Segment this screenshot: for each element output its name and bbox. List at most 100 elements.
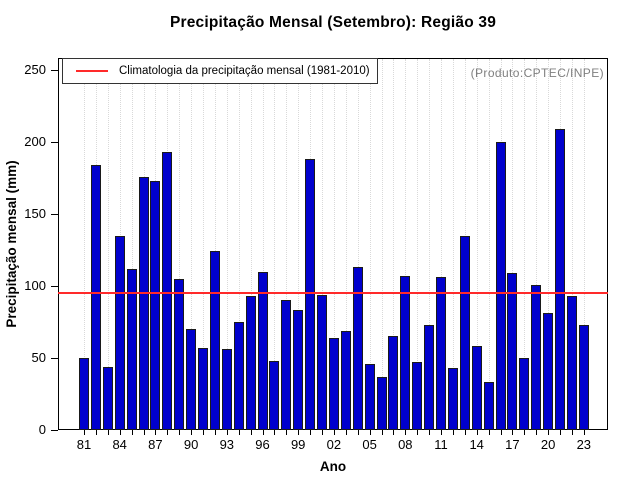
x-tick-2020 — [548, 430, 550, 435]
bar-2014 — [471, 346, 482, 430]
x-tick-2002 — [333, 430, 335, 435]
bar-2003 — [340, 330, 351, 430]
x-tick-1991 — [203, 430, 204, 435]
gridline-1991 — [203, 59, 204, 429]
bar-1987 — [150, 180, 161, 430]
x-tick-1982 — [95, 430, 97, 435]
y-tick-100 — [51, 286, 58, 287]
gridline-2004 — [357, 59, 359, 429]
bar-2018 — [519, 358, 530, 430]
x-tick-2022 — [571, 430, 573, 435]
bar-1982 — [90, 165, 101, 430]
bar-1999 — [293, 310, 304, 430]
gridline-2003 — [345, 59, 347, 429]
gridline-2010 — [429, 59, 431, 429]
gridline-1993 — [226, 59, 228, 429]
x-tick-1993 — [226, 430, 228, 435]
x-tick-label-14: 14 — [469, 437, 484, 452]
x-tick-label-96: 96 — [255, 437, 270, 452]
legend: Climatologia da precipitação mensal (198… — [62, 58, 378, 84]
bar-1996 — [257, 271, 268, 430]
bar-1998 — [281, 300, 292, 430]
x-axis-title: Ano — [319, 459, 347, 474]
x-tick-label-05: 05 — [362, 437, 377, 452]
x-tick-1987 — [155, 430, 157, 435]
y-tick-150 — [51, 214, 58, 215]
bar-2020 — [543, 313, 554, 430]
x-tick-label-23: 23 — [576, 437, 592, 452]
x-tick-label-17: 17 — [505, 437, 520, 452]
y-tick-0 — [51, 430, 58, 431]
x-tick-2018 — [524, 430, 526, 435]
chart-title: Precipitação Mensal (Setembro): Região 3… — [169, 14, 497, 31]
gridline-2014 — [476, 59, 478, 429]
gridline-2011 — [441, 59, 442, 429]
x-tick-2010 — [429, 430, 431, 435]
x-tick-1995 — [250, 430, 252, 435]
x-tick-2019 — [536, 430, 538, 435]
y-tick-200 — [51, 142, 58, 143]
gridline-1992 — [214, 59, 216, 429]
gridline-2005 — [369, 59, 371, 429]
x-tick-label-11: 11 — [434, 437, 448, 452]
bar-1994 — [233, 322, 244, 430]
bar-2016 — [495, 142, 506, 430]
x-tick-2014 — [476, 430, 478, 435]
bar-2023 — [578, 324, 589, 430]
gridline-1998 — [286, 59, 288, 429]
gridline-2006 — [381, 59, 383, 429]
x-tick-label-08: 08 — [398, 437, 413, 452]
bar-2019 — [531, 284, 542, 430]
gridline-2022 — [571, 59, 573, 429]
gridline-2002 — [333, 59, 335, 429]
x-tick-1988 — [167, 430, 169, 435]
x-tick-1996 — [262, 430, 264, 435]
bar-1995 — [245, 296, 256, 430]
bar-2021 — [555, 129, 565, 430]
x-tick-1986 — [143, 430, 145, 435]
bar-2022 — [566, 296, 577, 430]
gridline-2015 — [488, 59, 490, 429]
bar-1992 — [209, 251, 220, 430]
bar-2017 — [507, 273, 518, 430]
bar-1993 — [221, 349, 232, 430]
bar-1984 — [114, 235, 125, 430]
gridline-1983 — [107, 59, 109, 429]
x-tick-1984 — [119, 430, 121, 435]
x-tick-2007 — [393, 430, 395, 435]
x-tick-label-02: 02 — [326, 437, 342, 452]
y-tick-label-0: 0 — [38, 422, 46, 437]
gridline-2012 — [452, 59, 454, 429]
producer-annotation: (Produto:CPTEC/INPE) — [470, 66, 604, 80]
y-tick-label-200: 200 — [24, 134, 46, 149]
x-tick-label-93: 93 — [219, 437, 235, 452]
gridline-1989 — [179, 59, 181, 429]
gridline-2019 — [536, 59, 538, 429]
x-tick-2009 — [417, 430, 419, 435]
x-tick-label-20: 20 — [540, 437, 556, 452]
gridline-1999 — [298, 59, 300, 429]
x-tick-1997 — [274, 430, 276, 435]
y-tick-label-250: 250 — [24, 62, 46, 77]
gridline-2023 — [583, 59, 585, 429]
bar-2010 — [424, 324, 435, 430]
x-tick-2004 — [357, 430, 359, 435]
bar-2009 — [412, 362, 423, 430]
x-tick-1999 — [298, 430, 300, 435]
gridline-1997 — [274, 59, 276, 429]
x-tick-label-84: 84 — [112, 437, 127, 452]
bar-2015 — [483, 382, 494, 430]
x-tick-label-87: 87 — [148, 437, 163, 452]
x-tick-2011 — [441, 430, 442, 435]
x-tick-2023 — [583, 430, 585, 435]
gridline-2017 — [512, 59, 514, 429]
y-tick-250 — [51, 70, 58, 71]
x-tick-2015 — [488, 430, 490, 435]
gridline-2018 — [524, 59, 526, 429]
gridline-1990 — [191, 59, 193, 429]
bar-1981 — [79, 358, 89, 430]
bar-2012 — [447, 368, 458, 430]
x-tick-1989 — [179, 430, 181, 435]
gridline-2009 — [417, 59, 419, 429]
x-tick-2000 — [310, 430, 312, 435]
